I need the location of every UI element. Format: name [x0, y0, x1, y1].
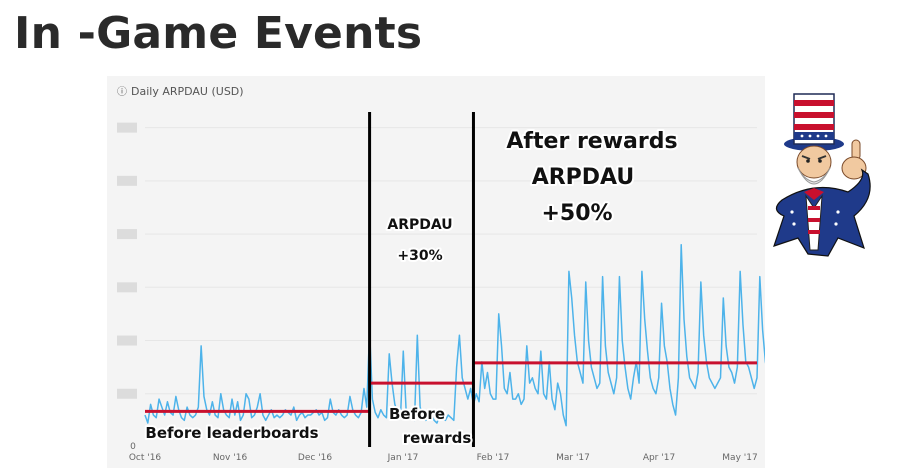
- chart-title: ⓘ Daily ARPDAU (USD): [117, 83, 244, 98]
- y-tick-label-placeholder: [117, 122, 137, 133]
- y-tick-label-placeholder: [117, 282, 137, 293]
- x-tick-label: Feb '17: [477, 453, 510, 463]
- x-tick-label: Jan '17: [387, 453, 419, 463]
- annotation-before-rewards-line2: rewards: [403, 429, 472, 447]
- y-tick-label-placeholder: [117, 229, 137, 240]
- y-tick-label-placeholder: [117, 175, 137, 186]
- annotation-after-rewards-line1: After rewards: [506, 129, 677, 154]
- info-circle-icon[interactable]: ⓘ: [117, 87, 127, 98]
- annotation-arpdau-30-line1: ARPDAU: [387, 217, 452, 233]
- x-tick-label: Nov '16: [213, 453, 248, 463]
- annotation-after-rewards-line2: ARPDAU: [532, 165, 635, 190]
- x-tick-label: Oct '16: [129, 453, 162, 463]
- x-tick-label: May '17: [722, 453, 757, 463]
- x-tick-label: Dec '16: [298, 453, 332, 463]
- x-tick-label: Mar '17: [556, 453, 590, 463]
- uncle-sam-pointing-icon: [773, 93, 871, 257]
- chart-panel: 0 Oct '16 Nov '16 Dec '16 Jan '17 Feb '17 Mar …: [107, 76, 765, 468]
- y-tick-label-placeholder: [117, 388, 137, 399]
- y-tick-label-placeholder: [117, 335, 137, 346]
- series-line: [144, 243, 765, 427]
- chart-title-text: Daily ARPDAU (USD): [131, 85, 244, 98]
- page-title: In -Game Events: [14, 8, 423, 59]
- y-tick-label-zero: 0: [130, 442, 136, 452]
- annotation-arpdau-30-line2: +30%: [397, 248, 442, 264]
- annotation-after-rewards-line3: +50%: [541, 201, 612, 226]
- annotation-before-leaderboards: Before leaderboards: [145, 424, 318, 442]
- annotation-before-rewards-line1: Before: [389, 405, 445, 423]
- x-tick-label: Apr '17: [643, 453, 675, 463]
